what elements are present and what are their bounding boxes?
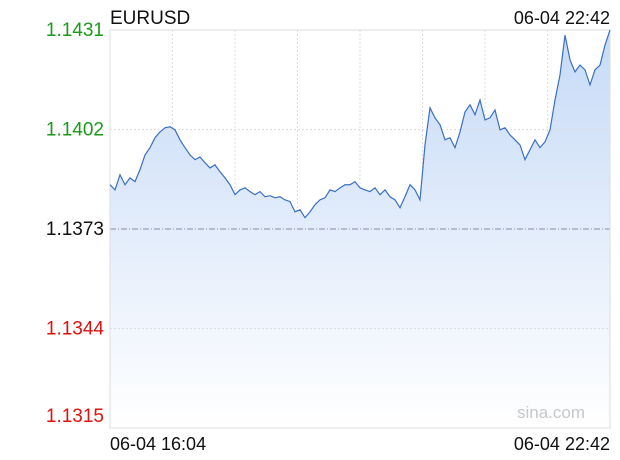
- price-line: [109, 29, 611, 219]
- y-tick-label: 1.1344: [46, 319, 105, 340]
- y-tick-label: 1.1402: [46, 120, 104, 141]
- chart-title: EURUSD: [110, 8, 190, 29]
- watermark: sina.com: [517, 403, 585, 422]
- y-tick-label: 1.1373: [46, 219, 104, 240]
- plot-frame: [109, 29, 611, 429]
- timestamp: 06-04 22:42: [514, 8, 610, 28]
- y-tick-label: 1.1315: [46, 406, 104, 427]
- x-start-label: 06-04 16:04: [110, 434, 206, 454]
- y-tick-label: 1.1431: [46, 20, 104, 41]
- x-end-label: 06-04 22:42: [514, 434, 610, 454]
